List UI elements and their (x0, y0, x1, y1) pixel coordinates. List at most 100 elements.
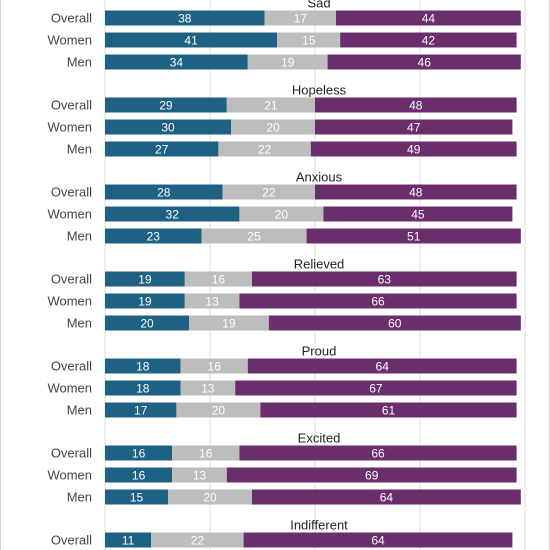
row-label: Overall (51, 185, 92, 200)
row-label: Men (67, 316, 92, 331)
data-label: 13 (201, 382, 215, 396)
bar-segment (105, 10, 265, 26)
data-label: 25 (247, 230, 261, 244)
data-label: 60 (388, 317, 402, 331)
bar-segment (184, 293, 240, 309)
data-label: 69 (365, 469, 379, 483)
data-label: 22 (258, 143, 272, 157)
row-label: Overall (51, 533, 92, 548)
row-label: Women (47, 381, 92, 396)
data-label: 20 (266, 121, 280, 135)
bar-segment (340, 32, 517, 48)
data-label: 16 (212, 273, 226, 287)
bar-segment (235, 380, 517, 396)
data-label: 51 (407, 230, 421, 244)
group-title: Indifferent (290, 518, 348, 533)
data-label: 22 (262, 186, 276, 200)
bar-segment (315, 184, 517, 200)
bar-segment (105, 358, 181, 374)
row-label: Overall (51, 359, 92, 374)
data-label: 17 (294, 12, 308, 26)
data-label: 23 (147, 230, 161, 244)
bar-segment (168, 489, 252, 505)
row-label: Overall (51, 272, 92, 287)
bar-segment (105, 402, 177, 418)
bar-segment (105, 228, 202, 244)
bar-segment (105, 293, 185, 309)
row-label: Men (67, 142, 92, 157)
bar-segment (252, 489, 521, 505)
bar-segment (315, 97, 517, 113)
bar-segment (336, 10, 521, 26)
data-label: 16 (199, 447, 213, 461)
bar-segment (184, 271, 252, 287)
data-label: 19 (138, 295, 152, 309)
data-label: 48 (409, 186, 423, 200)
row-label: Men (67, 403, 92, 418)
bar-segment (151, 532, 244, 548)
data-label: 47 (407, 121, 421, 135)
data-label: 28 (157, 186, 171, 200)
data-label: 67 (369, 382, 383, 396)
bar-segment (231, 119, 315, 135)
bar-segment (222, 184, 315, 200)
data-label: 29 (159, 99, 173, 113)
group-anxious: Anxious Overall 28 22 48 Women 32 20 45 Men 23 25 51 (47, 170, 521, 244)
data-label: 16 (132, 447, 146, 461)
data-label: 49 (407, 143, 421, 157)
bar-segment (180, 358, 248, 374)
data-label: 18 (136, 360, 150, 374)
data-label: 34 (170, 56, 184, 70)
data-label: 20 (203, 491, 217, 505)
data-label: 48 (409, 99, 423, 113)
data-label: 22 (191, 534, 205, 548)
bar-segment (105, 141, 219, 157)
bar-segment (105, 119, 231, 135)
bar-segment (310, 141, 517, 157)
row-label: Women (47, 468, 92, 483)
bar-segment (105, 206, 240, 222)
data-label: 13 (205, 295, 219, 309)
bar-segment (306, 228, 521, 244)
group-title: Anxious (296, 170, 343, 185)
bar-segment (105, 467, 173, 483)
bar-segment (172, 467, 227, 483)
bar-segment (226, 467, 517, 483)
data-label: 61 (382, 404, 396, 418)
bar-segment (243, 532, 513, 548)
data-label: 42 (422, 34, 436, 48)
data-label: 20 (212, 404, 226, 418)
data-label: 19 (138, 273, 152, 287)
group-hopeless: Hopeless Overall 29 21 48 Women 30 20 47 Men 27 22 4… (47, 83, 517, 157)
bar-segment (105, 380, 181, 396)
group-excited: Excited Overall 16 16 66 Women 16 13 69 Men 15 20 64 (47, 431, 521, 505)
bar-segment (260, 402, 517, 418)
data-label: 20 (275, 208, 289, 222)
bar-segment (201, 228, 307, 244)
bar-segment (277, 32, 341, 48)
bar-segment (172, 445, 240, 461)
data-label: 15 (302, 34, 316, 48)
row-label: Women (47, 294, 92, 309)
bar-segment (252, 271, 517, 287)
bar-segment (105, 489, 168, 505)
bar-segment (105, 54, 248, 70)
bar-segment (189, 315, 269, 331)
bar-segment (239, 206, 324, 222)
bar-segment (323, 206, 513, 222)
bar-segment (105, 532, 152, 548)
row-label: Overall (51, 98, 92, 113)
data-label: 44 (422, 12, 436, 26)
group-title: Proud (302, 344, 337, 359)
bar-segment (268, 315, 521, 331)
bar-segment (105, 32, 278, 48)
data-label: 17 (134, 404, 148, 418)
data-label: 11 (122, 534, 135, 548)
bar-segment (264, 10, 336, 26)
row-label: Overall (51, 11, 92, 26)
data-label: 20 (140, 317, 154, 331)
data-label: 13 (193, 469, 207, 483)
data-label: 41 (184, 34, 198, 48)
data-label: 19 (222, 317, 236, 331)
